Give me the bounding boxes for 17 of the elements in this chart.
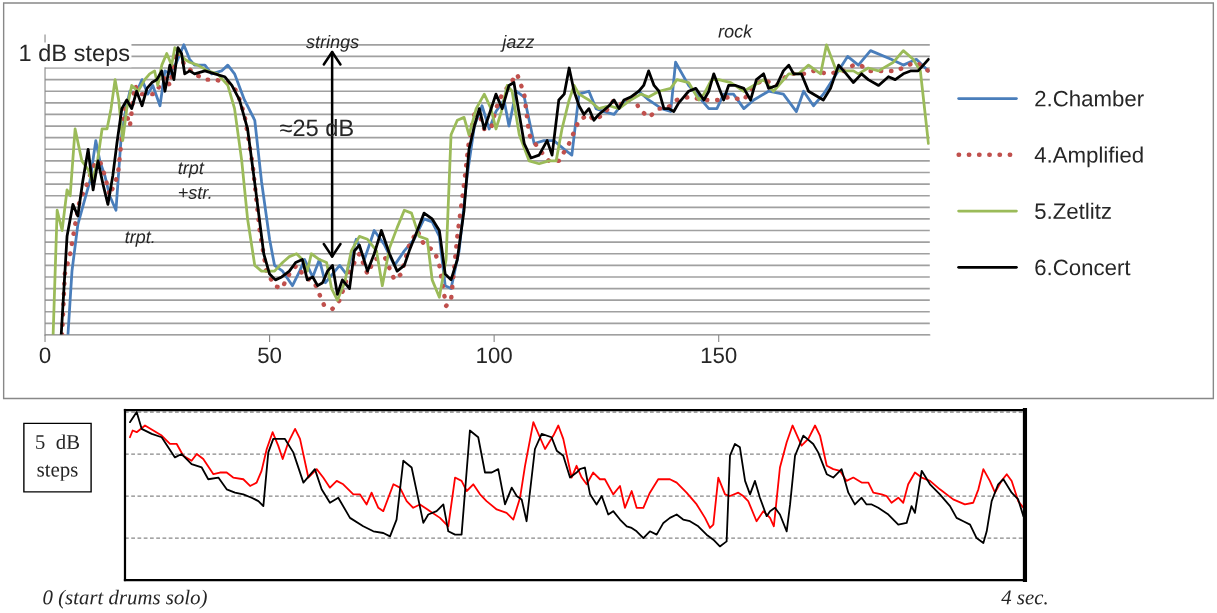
x-tick-label: 100 [477, 347, 512, 364]
annotation: trpt +str. [178, 162, 211, 199]
legend-label: 4.Amplified [1034, 146, 1143, 168]
annotation: strings [306, 34, 359, 52]
legend-label: 5.Zetlitz [1035, 202, 1111, 220]
text: 5 dB steps [36, 434, 80, 481]
text: rock [718, 24, 753, 38]
annotation: trpt. [125, 231, 154, 247]
legend-label: 6.Concert [1035, 259, 1131, 276]
x-tick-label: 150 [701, 347, 737, 364]
annotation: 1 dB steps [20, 43, 130, 66]
legend-label: 2.Chamber [1035, 90, 1144, 107]
x-tick-label: 0 [39, 347, 51, 364]
x-tick-label: 4 sec. [1001, 590, 1047, 605]
x-tick-label: 0 (start drums solo) [43, 589, 207, 609]
x-tick-label: 50 [258, 347, 282, 364]
annotation: jazz [500, 34, 535, 52]
